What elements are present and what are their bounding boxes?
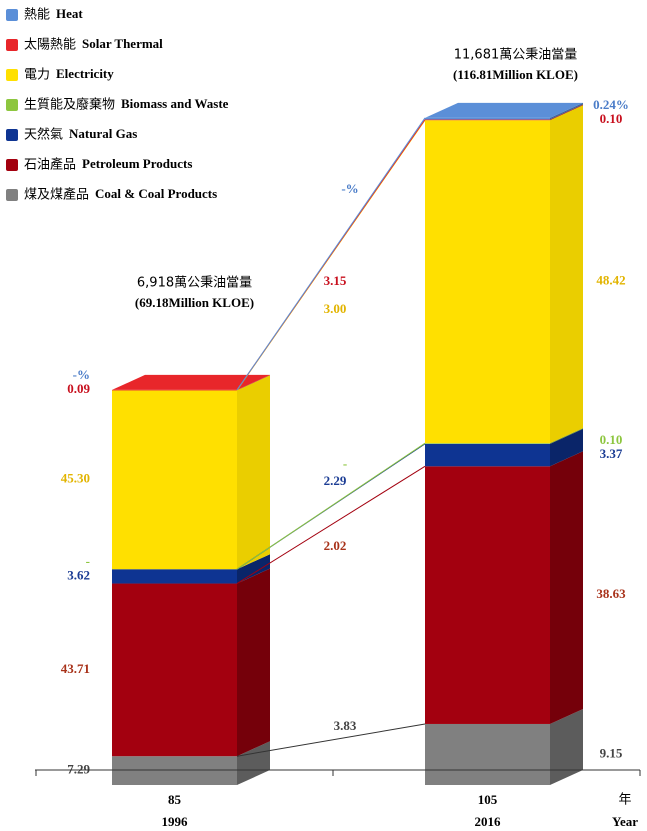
bar-segment [425,723,550,785]
x-tick-label: 105 [478,792,498,807]
growth-label: 3.00 [324,301,347,316]
value-label: -% [73,367,90,382]
value-label: 38.63 [596,586,626,601]
value-label: - [86,553,90,568]
bar-segment [112,583,237,757]
bar-segment [112,390,237,570]
growth-line [236,723,426,757]
bar-segment [425,443,550,467]
legend-icon [6,99,18,111]
bar-top [425,102,583,118]
x-tick-label-ad: 2016 [475,814,502,829]
legend-label-en: Solar Thermal [82,36,163,51]
value-label: 7.29 [67,762,90,777]
bar-segment [425,466,550,724]
bar-segment [425,119,550,121]
growth-label: - [343,456,347,471]
bar-segment [112,389,237,391]
bar-segment [425,120,550,444]
value-label: 0.10 [600,111,623,126]
bar-side [550,104,583,121]
value-label: 0.10 [600,432,623,447]
value-label: 48.42 [596,273,625,288]
growth-label: 3.83 [334,718,357,733]
bar-segment [112,569,237,584]
bar-side [550,451,583,724]
x-tick-label: 85 [168,792,182,807]
legend-label-en: Natural Gas [69,126,137,141]
total-label: 6,918萬公秉油當量 [137,274,252,290]
legend-label: 熱能 [24,8,50,23]
growth-line [236,465,426,584]
growth-label: 2.02 [324,538,347,553]
value-label: 9.15 [600,745,623,760]
value-label: 45.30 [61,471,90,486]
axis-label: 年 [618,793,631,808]
legend-label: 煤及煤產品 [24,187,89,203]
bar-segment [425,117,550,120]
growth-line [236,442,426,570]
legend-label-en: Petroleum Products [82,156,192,171]
bar-segment [425,443,550,444]
legend-icon [6,9,18,21]
legend-label: 生質能及廢棄物 [24,98,115,113]
bar-segment [112,756,237,785]
bar-side [550,708,583,785]
growth-label: 2.29 [324,473,347,488]
value-label: 3.37 [600,446,623,461]
legend-label: 天然氣 [24,127,63,143]
bar-side [550,428,583,467]
value-label: 0.09 [67,381,90,396]
legend-icon [6,129,18,141]
bar-side [237,568,270,757]
bar-top [112,374,270,390]
legend-icon [6,159,18,171]
legend-label: 石油產品 [24,157,76,173]
legend-icon [6,189,18,201]
total-label: 11,681萬公秉油當量 [454,46,578,62]
x-tick-label-ad: 1996 [162,814,189,829]
axis-label-en: Year [612,814,638,829]
legend-label-en: Electricity [56,66,114,81]
legend-label-en: Coal & Coal Products [95,186,217,201]
total-label-en: (69.18Million KLOE) [135,295,254,310]
bar-side [237,554,270,584]
value-label: 3.62 [67,567,90,582]
bar-side [237,374,270,391]
bar-side [550,428,583,444]
legend-label-en: Biomass and Waste [121,96,229,111]
growth-label: 3.15 [324,273,347,288]
legend-icon [6,39,18,51]
legend-label: 太陽熱能 [24,38,76,53]
total-label-en: (116.81Million KLOE) [453,67,578,82]
value-label: 43.71 [61,661,90,676]
bar-side [550,102,583,120]
bar-side [237,375,270,570]
legend-label-en: Heat [56,6,83,21]
bar-side [550,105,583,444]
growth-label: -% [341,181,358,196]
value-label: 0.24% [593,97,629,112]
legend-icon [6,69,18,81]
growth-line [236,117,426,391]
legend-label: 電力 [24,68,50,83]
